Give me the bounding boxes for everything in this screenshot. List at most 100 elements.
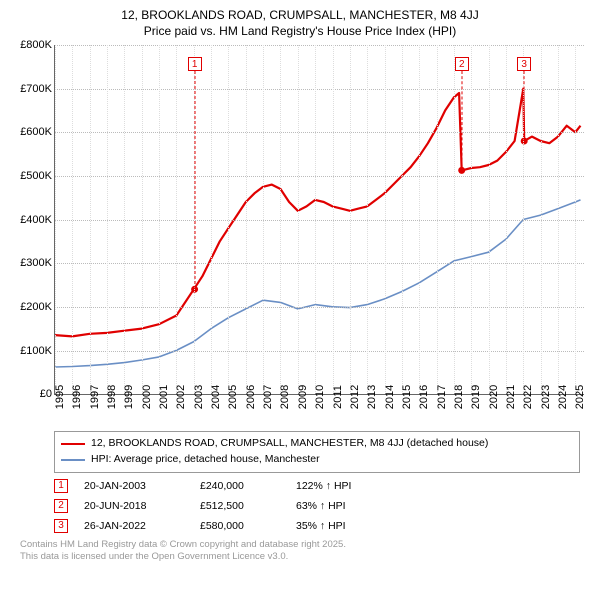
marker-line bbox=[461, 71, 462, 170]
legend-item: 12, BROOKLANDS ROAD, CRUMPSALL, MANCHEST… bbox=[61, 436, 573, 452]
x-gridline bbox=[471, 45, 472, 394]
x-gridline bbox=[489, 45, 490, 394]
x-gridline bbox=[402, 45, 403, 394]
x-tick-label: 1998 bbox=[106, 385, 118, 409]
transaction-marker: 3 bbox=[54, 519, 68, 533]
plot-area: 123 bbox=[54, 45, 584, 395]
transaction-hpi: 122% ↑ HPI bbox=[296, 480, 386, 492]
x-gridline bbox=[211, 45, 212, 394]
y-gridline bbox=[55, 132, 584, 133]
x-tick-label: 2016 bbox=[418, 385, 430, 409]
x-gridline bbox=[90, 45, 91, 394]
legend-swatch bbox=[61, 459, 85, 461]
transaction-row: 326-JAN-2022£580,00035% ↑ HPI bbox=[54, 519, 580, 533]
y-tick-label: £0 bbox=[40, 388, 52, 400]
transaction-date: 20-JAN-2003 bbox=[84, 480, 184, 492]
attribution-line2: This data is licensed under the Open Gov… bbox=[20, 551, 580, 563]
x-gridline bbox=[385, 45, 386, 394]
y-gridline bbox=[55, 45, 584, 46]
y-gridline bbox=[55, 220, 584, 221]
x-tick-label: 2017 bbox=[436, 385, 448, 409]
x-tick-label: 2023 bbox=[540, 385, 552, 409]
series-hpi bbox=[55, 200, 581, 367]
x-gridline bbox=[454, 45, 455, 394]
x-gridline bbox=[350, 45, 351, 394]
y-tick-label: £800K bbox=[20, 39, 52, 51]
transaction-row: 1 20-JAN-2003 £240,000 122% ↑ HPI bbox=[54, 479, 580, 493]
marker-box: 3 bbox=[517, 57, 531, 71]
x-gridline bbox=[72, 45, 73, 394]
x-gridline bbox=[280, 45, 281, 394]
x-gridline bbox=[176, 45, 177, 394]
transactions-table: 120-JAN-2003£240,000122% ↑ HPI220-JUN-20… bbox=[54, 479, 580, 533]
y-gridline bbox=[55, 307, 584, 308]
x-gridline bbox=[298, 45, 299, 394]
x-tick-label: 2013 bbox=[366, 385, 378, 409]
x-gridline bbox=[575, 45, 576, 394]
y-gridline bbox=[55, 176, 584, 177]
y-tick-label: £300K bbox=[20, 257, 52, 269]
transaction-marker: 1 bbox=[54, 479, 68, 493]
x-tick-label: 2008 bbox=[279, 385, 291, 409]
y-tick-label: £100K bbox=[20, 345, 52, 357]
x-gridline bbox=[315, 45, 316, 394]
x-tick-label: 2004 bbox=[210, 385, 222, 409]
x-tick-label: 2005 bbox=[227, 385, 239, 409]
transaction-hpi: 63% ↑ HPI bbox=[296, 500, 386, 512]
transaction-price: £240,000 bbox=[200, 480, 280, 492]
x-tick-label: 2020 bbox=[488, 385, 500, 409]
x-axis: 1995199619971998199920002001200220032004… bbox=[54, 395, 584, 425]
transaction-price: £580,000 bbox=[200, 520, 280, 532]
x-gridline bbox=[159, 45, 160, 394]
y-gridline bbox=[55, 89, 584, 90]
attribution-line1: Contains HM Land Registry data © Crown c… bbox=[20, 539, 580, 551]
marker-line bbox=[194, 71, 195, 289]
y-gridline bbox=[55, 351, 584, 352]
x-tick-label: 2012 bbox=[349, 385, 361, 409]
x-tick-label: 2010 bbox=[314, 385, 326, 409]
attribution: Contains HM Land Registry data © Crown c… bbox=[20, 539, 580, 564]
x-tick-label: 2025 bbox=[574, 385, 586, 409]
x-tick-label: 2006 bbox=[245, 385, 257, 409]
x-tick-label: 2018 bbox=[453, 385, 465, 409]
x-gridline bbox=[506, 45, 507, 394]
y-gridline bbox=[55, 263, 584, 264]
transaction-row: 220-JUN-2018£512,50063% ↑ HPI bbox=[54, 499, 580, 513]
chart-area: £0£100K£200K£300K£400K£500K£600K£700K£80… bbox=[10, 45, 590, 425]
x-tick-label: 2014 bbox=[384, 385, 396, 409]
x-tick-label: 1999 bbox=[123, 385, 135, 409]
x-gridline bbox=[558, 45, 559, 394]
x-tick-label: 1996 bbox=[71, 385, 83, 409]
transaction-hpi: 35% ↑ HPI bbox=[296, 520, 386, 532]
x-gridline bbox=[541, 45, 542, 394]
x-gridline bbox=[55, 45, 56, 394]
y-axis: £0£100K£200K£300K£400K£500K£600K£700K£80… bbox=[10, 45, 54, 395]
x-tick-label: 1995 bbox=[54, 385, 66, 409]
x-gridline bbox=[263, 45, 264, 394]
x-gridline bbox=[367, 45, 368, 394]
y-tick-label: £600K bbox=[20, 126, 52, 138]
chart-title: 12, BROOKLANDS ROAD, CRUMPSALL, MANCHEST… bbox=[10, 8, 590, 24]
x-tick-label: 2011 bbox=[332, 385, 344, 409]
transaction-price: £512,500 bbox=[200, 500, 280, 512]
x-tick-label: 2019 bbox=[470, 385, 482, 409]
y-tick-label: £500K bbox=[20, 170, 52, 182]
x-gridline bbox=[124, 45, 125, 394]
y-tick-label: £700K bbox=[20, 83, 52, 95]
x-tick-label: 2007 bbox=[262, 385, 274, 409]
marker-line bbox=[524, 71, 525, 141]
legend-swatch bbox=[61, 443, 85, 445]
x-gridline bbox=[228, 45, 229, 394]
x-tick-label: 2024 bbox=[557, 385, 569, 409]
chart-subtitle: Price paid vs. HM Land Registry's House … bbox=[10, 24, 590, 40]
legend-label: 12, BROOKLANDS ROAD, CRUMPSALL, MANCHEST… bbox=[91, 436, 488, 452]
x-gridline bbox=[333, 45, 334, 394]
series-property bbox=[55, 89, 581, 337]
x-gridline bbox=[142, 45, 143, 394]
transaction-marker: 2 bbox=[54, 499, 68, 513]
chart-container: 12, BROOKLANDS ROAD, CRUMPSALL, MANCHEST… bbox=[0, 0, 600, 590]
x-tick-label: 1997 bbox=[89, 385, 101, 409]
x-tick-label: 2009 bbox=[297, 385, 309, 409]
legend-label: HPI: Average price, detached house, Manc… bbox=[91, 452, 320, 468]
legend-item: HPI: Average price, detached house, Manc… bbox=[61, 452, 573, 468]
